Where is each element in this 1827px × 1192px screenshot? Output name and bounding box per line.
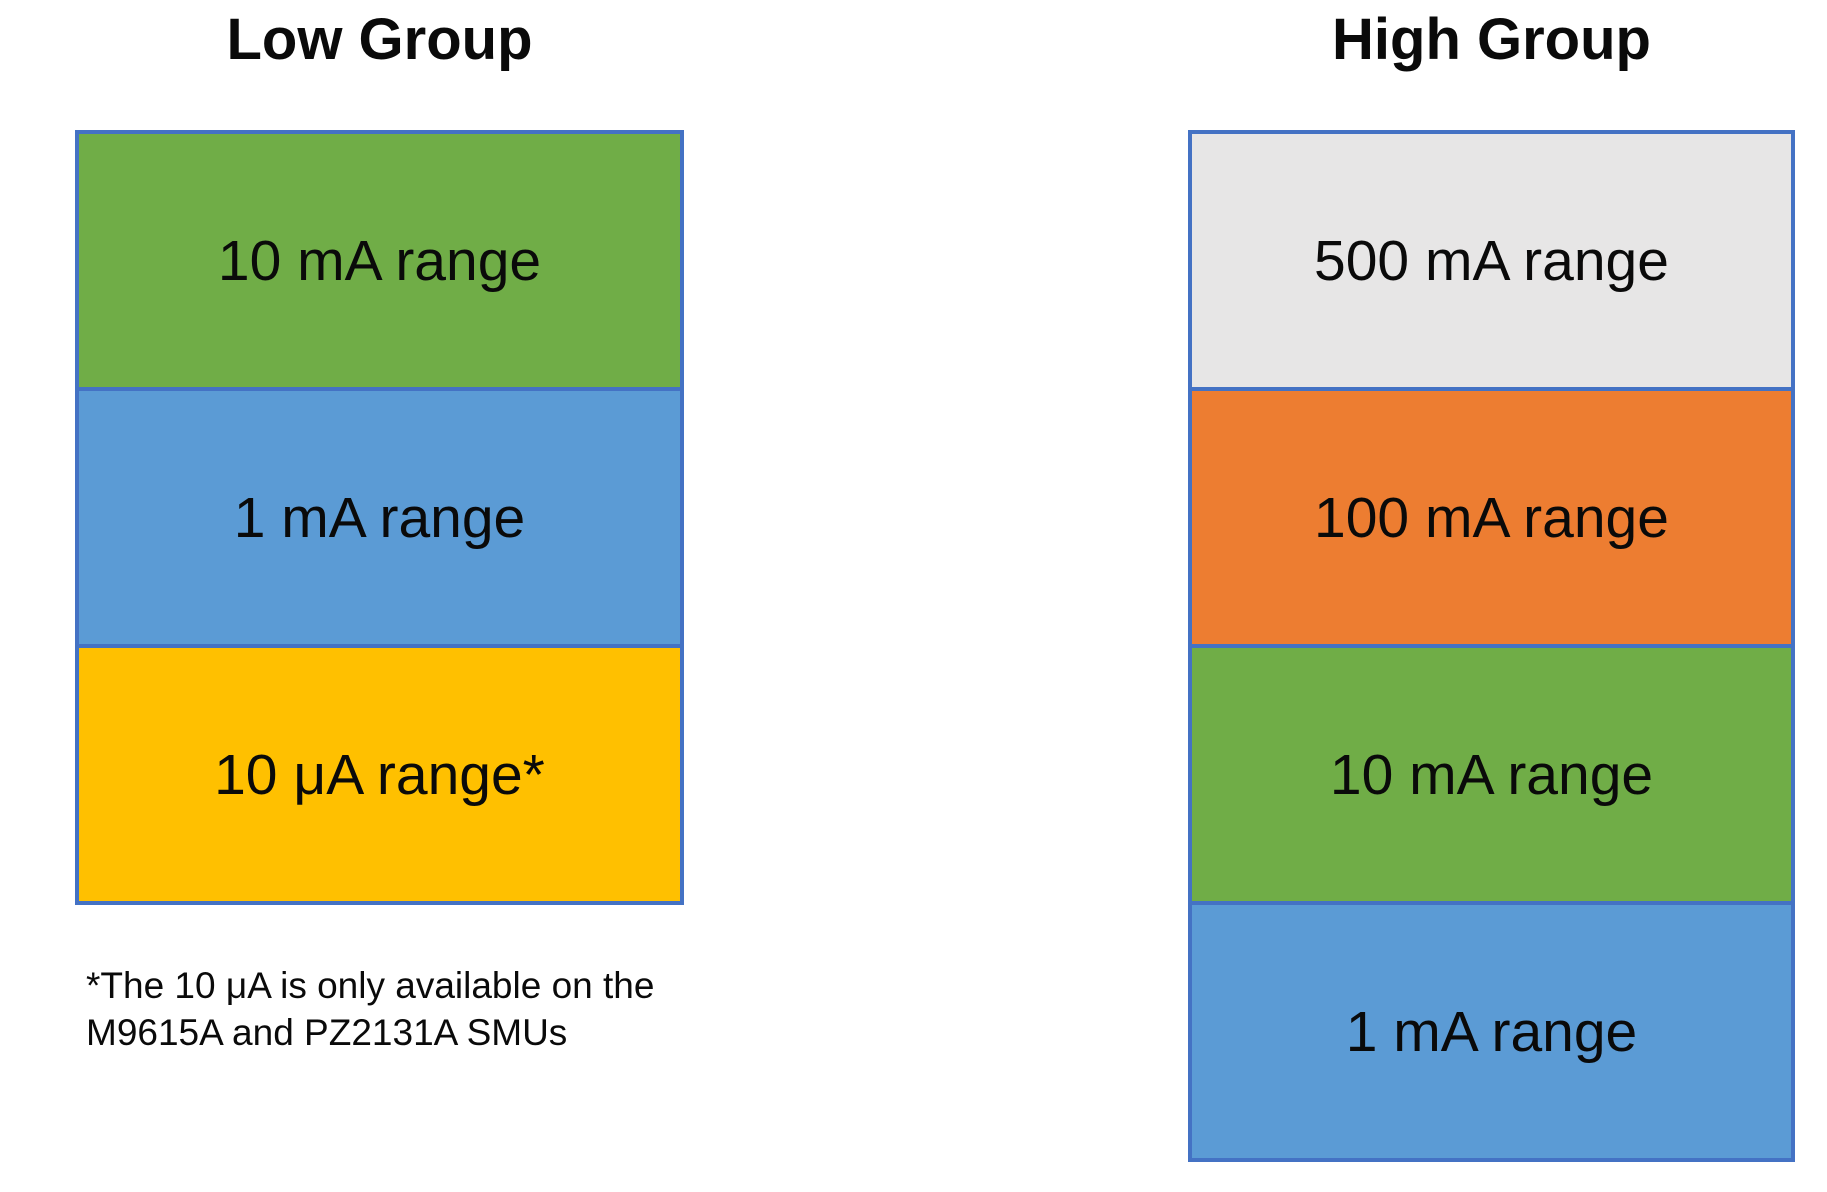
- range-box: 500 mA range: [1188, 130, 1795, 391]
- range-box: 100 mA range: [1188, 387, 1795, 648]
- range-box: 10 μA range*: [75, 644, 684, 905]
- range-box-label: 10 μA range*: [214, 742, 545, 807]
- low-group-title: Low Group: [226, 7, 533, 72]
- high-group-title: High Group: [1332, 7, 1651, 72]
- footnote-line-2: M9615A and PZ2131A SMUs: [86, 1012, 568, 1054]
- range-box: 10 mA range: [1188, 644, 1795, 905]
- range-box-label: 100 mA range: [1314, 485, 1669, 550]
- range-box: 1 mA range: [75, 387, 684, 648]
- high-group-stack: 500 mA range 100 mA range 10 mA range 1 mA …: [1188, 130, 1795, 1162]
- range-box: 1 mA range: [1188, 901, 1795, 1162]
- range-box-label: 1 mA range: [1345, 999, 1638, 1064]
- range-box-label: 500 mA range: [1314, 228, 1669, 293]
- footnote-line-1: *The 10 μA is only available on the: [86, 965, 655, 1006]
- footnote: *The 10 μA is only available on the M961…: [86, 962, 726, 1057]
- low-group-stack: 10 mA range 1 mA range 10 μA range*: [75, 130, 684, 905]
- range-box: 10 mA range: [75, 130, 684, 391]
- range-box-label: 10 mA range: [1329, 742, 1654, 807]
- range-box-label: 10 mA range: [217, 228, 542, 293]
- range-box-label: 1 mA range: [233, 485, 526, 550]
